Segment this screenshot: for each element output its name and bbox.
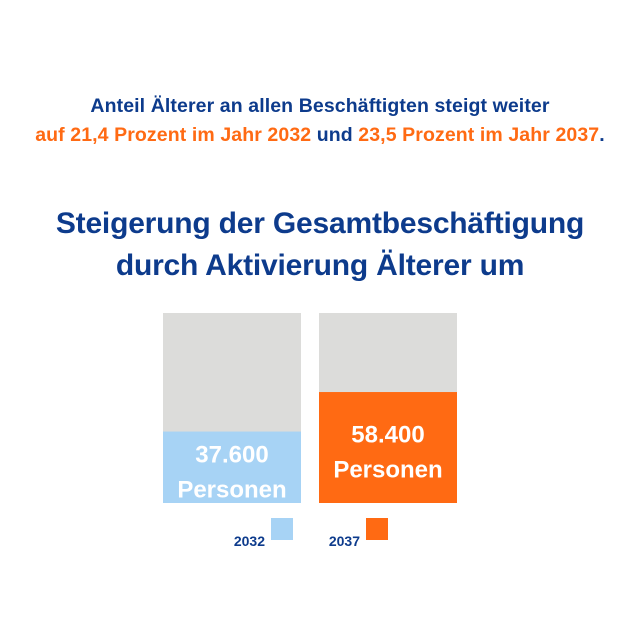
chart-headline: Steigerung der Gesamtbeschäftigung durch…	[10, 203, 630, 287]
bar-value-label-2032: 37.600	[195, 441, 268, 468]
legend-label-2037: 2037	[329, 533, 360, 549]
intro-line-1: Anteil Älterer an allen Beschäftigten st…	[90, 95, 550, 117]
bar-unit-label-2032: Personen	[177, 476, 286, 503]
bar-unit-label-2037: Personen	[333, 457, 442, 484]
headline-line-1: Steigerung der Gesamtbeschäftigung	[55, 207, 585, 240]
legend-swatch-2032	[271, 518, 293, 540]
headline-line-2: durch Aktivierung Älterer um	[115, 249, 525, 282]
intro-text: Anteil Älterer an allen Beschäftigten st…	[20, 92, 620, 150]
bar-2037	[319, 392, 457, 503]
bar-2032	[163, 431, 301, 503]
legend-swatch-2037	[366, 518, 388, 540]
bar-value-label-2037: 58.400	[351, 422, 424, 449]
intro-connector: und	[311, 124, 359, 146]
legend-label-2032: 2032	[234, 533, 265, 549]
intro-period: .	[599, 124, 605, 146]
intro-share-2032: auf 21,4 Prozent im Jahr 2032	[35, 124, 312, 146]
intro-share-2037: 23,5 Prozent im Jahr 2037	[358, 124, 600, 146]
